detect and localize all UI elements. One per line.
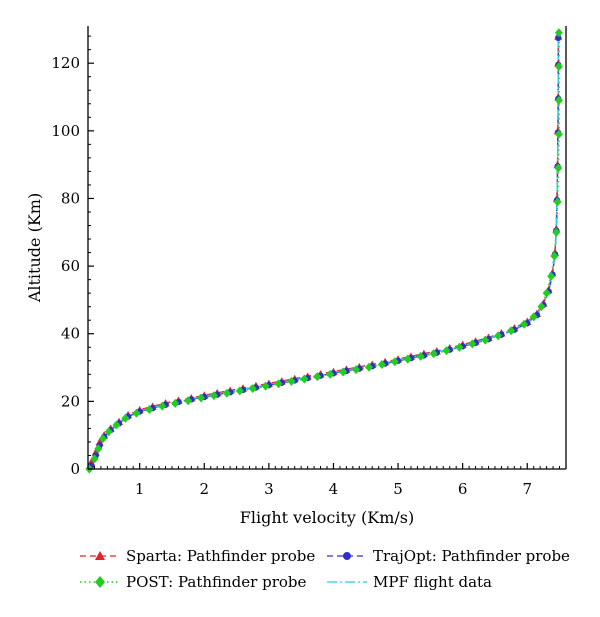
series-2-marker: [494, 331, 503, 341]
series-2-marker: [197, 393, 206, 403]
series-2-marker: [326, 369, 335, 379]
x-tick-label: 3: [264, 480, 274, 498]
series-2-marker: [554, 62, 563, 72]
legend-label-sparta: Sparta: Pathfinder probe: [126, 547, 316, 565]
series-2-marker: [158, 401, 167, 411]
series-line-3: [90, 36, 559, 465]
series-2-marker: [90, 454, 99, 464]
series-2-marker: [104, 427, 113, 437]
x-axis-title: Flight velocity (Km/s): [240, 508, 415, 527]
series-2-marker: [235, 386, 244, 396]
x-tick-label: 2: [199, 480, 209, 498]
series-2-marker: [520, 319, 529, 329]
series-2-marker: [542, 288, 551, 298]
series-2-marker: [429, 349, 438, 359]
legend-swatch-mpf: [327, 581, 367, 583]
chart-curves: [88, 32, 560, 470]
series-2-marker: [550, 251, 559, 261]
y-tick-label: 0: [70, 460, 80, 478]
series-2-marker: [364, 362, 373, 372]
y-tick-label: 120: [51, 54, 80, 72]
series-2-marker: [553, 197, 562, 207]
series-2-marker: [537, 302, 546, 312]
legend-item-post: POST: Pathfinder probe: [80, 570, 306, 594]
series-2-marker: [132, 408, 141, 418]
series-2-marker: [209, 391, 218, 401]
series-2-marker: [552, 227, 561, 237]
legend-item-trajopt: TrajOpt: Pathfinder probe: [327, 544, 570, 568]
series-2-marker: [554, 129, 563, 139]
series-2-marker: [184, 396, 193, 406]
series-2-marker: [554, 163, 563, 173]
series-1-marker: [555, 34, 562, 42]
x-axis-ticks: 1 2 3 4 5 6 7: [93, 463, 561, 498]
series-2-marker: [121, 413, 130, 423]
series-line-0: [90, 36, 559, 463]
x-tick-label: 1: [135, 480, 145, 498]
x-tick-label: 4: [329, 480, 339, 498]
y-tick-label: 100: [51, 122, 80, 140]
y-tick-label: 80: [61, 189, 80, 207]
legend-swatch-post: [80, 576, 120, 588]
series-2-marker: [481, 335, 490, 345]
series-2-marker: [554, 95, 563, 105]
series-2-marker: [416, 351, 425, 361]
series-2-marker: [274, 379, 283, 389]
series-2-marker: [261, 381, 270, 391]
y-axis-ticks: 0 20 40 60 80 100 120: [51, 35, 94, 478]
x-tick-label: 6: [458, 480, 468, 498]
series-2-marker: [455, 342, 464, 352]
series-2-marker: [352, 365, 361, 375]
x-tick-label: 5: [393, 480, 403, 498]
series-2-marker: [403, 354, 412, 364]
series-2-marker: [507, 326, 516, 336]
series-2-marker: [98, 434, 107, 444]
y-tick-label: 20: [61, 392, 80, 410]
legend-swatch-trajopt: [327, 552, 367, 560]
series-2-marker: [94, 444, 103, 454]
series-2-marker: [313, 372, 322, 382]
legend-swatch-sparta: [80, 551, 120, 560]
series-2-marker: [171, 398, 180, 408]
line-chart: 1 2 3 4 5 6 7 0 20 40 60 80 100 120 Flight velocity …: [25, 26, 567, 527]
series-2-marker: [547, 271, 556, 281]
y-tick-label: 40: [61, 325, 80, 343]
series-2-marker: [377, 360, 386, 370]
series-2-marker: [529, 312, 538, 322]
legend-item-sparta: Sparta: Pathfinder probe: [80, 544, 315, 568]
series-2-marker: [300, 374, 309, 384]
chart-markers: [85, 28, 563, 474]
y-tick-label: 60: [61, 257, 80, 275]
legend: Sparta: Pathfinder probe TrajOpt: Pathfi…: [80, 544, 590, 604]
series-2-marker: [287, 376, 296, 386]
series-2-marker: [554, 28, 563, 38]
y-axis-title: Altitude (Km): [25, 193, 44, 303]
x-tick-label: 7: [522, 480, 532, 498]
series-2-marker: [248, 384, 257, 394]
series-line-1: [90, 37, 559, 466]
series-2-marker: [468, 339, 477, 349]
series-2-marker: [339, 367, 348, 377]
legend-label-post: POST: Pathfinder probe: [126, 573, 307, 591]
series-2-marker: [145, 404, 154, 414]
legend-label-trajopt: TrajOpt: Pathfinder probe: [373, 547, 570, 565]
series-2-marker: [222, 388, 231, 398]
series-2-marker: [390, 357, 399, 367]
series-2-marker: [112, 420, 121, 430]
series-line-2: [88, 32, 560, 470]
legend-label-mpf: MPF flight data: [373, 573, 493, 591]
series-2-marker: [442, 346, 451, 356]
legend-item-mpf: MPF flight data: [327, 570, 492, 594]
